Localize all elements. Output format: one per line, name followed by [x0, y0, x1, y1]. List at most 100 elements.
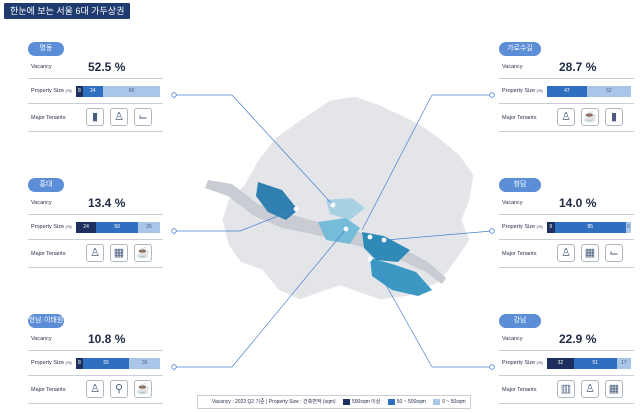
leader-dots	[171, 92, 495, 370]
dining-icon: ⚲	[110, 380, 128, 398]
vacancy-value: 22.9 %	[559, 332, 597, 346]
marker-garosu	[367, 234, 373, 240]
property-size-unit: (%)	[536, 224, 543, 229]
vacancy-label: Vacancy	[31, 200, 52, 206]
legend-separator: |	[266, 399, 268, 405]
vacancy-row: Vacancy 22.9 %	[499, 328, 634, 351]
leader-lines	[174, 94, 493, 368]
tenants-row: Major Tenants ▮ ♙ ⌙	[28, 104, 163, 132]
property-size-label: Property Size (%)	[502, 360, 543, 366]
marker-cheongdam	[381, 237, 387, 243]
leader-hongdae-2	[239, 208, 297, 232]
tenant-icons: ♙ ▦ ⌙	[557, 244, 623, 262]
vacancy-label: Vacancy	[31, 336, 52, 342]
size-segment-2: 24	[82, 86, 103, 97]
tenant-icons: ♙ ▦ ☕	[86, 244, 152, 262]
dot-garosu-end	[489, 92, 495, 98]
cosmetics-icon: ▮	[86, 108, 104, 126]
vacancy-value: 28.7 %	[559, 60, 597, 74]
store-icon: ▦	[581, 244, 599, 262]
legend-item-3: 0 ~ 50sqm	[442, 399, 466, 405]
property-size-bar: 9 85 6	[547, 222, 631, 233]
size-segment-2: 85	[554, 222, 626, 233]
tenants-label: Major Tenants	[502, 251, 537, 257]
property-size-unit: (%)	[536, 88, 543, 93]
property-size-row: Property Size (%) 8 55 36	[28, 351, 163, 376]
dress-icon: ♙	[86, 380, 104, 398]
property-size-label: Property Size (%)	[31, 88, 72, 94]
property-size-label: Property Size (%)	[31, 224, 72, 230]
tenants-label: Major Tenants	[31, 387, 66, 393]
district-name: 명동	[28, 42, 64, 56]
property-size-row: Property Size (%) 9 85 6	[499, 215, 634, 240]
tenants-label: Major Tenants	[502, 387, 537, 393]
vacancy-label: Vacancy	[502, 336, 523, 342]
district-gangnam	[370, 258, 432, 296]
dress-icon: ♙	[557, 244, 575, 262]
property-size-row: Property Size (%) 32 51 17	[499, 351, 634, 376]
vacancy-value: 52.5 %	[88, 60, 126, 74]
building-icon: ▥	[557, 380, 575, 398]
property-size-label: Property Size (%)	[502, 224, 543, 230]
dress-icon: ♙	[581, 380, 599, 398]
dot-hongdae-end	[171, 228, 177, 234]
vacancy-value: 14.0 %	[559, 196, 597, 210]
tenants-row: Major Tenants ♙ ▦ ⌙	[499, 240, 634, 268]
heel-icon: ⌙	[605, 244, 623, 262]
leader-garosu-2	[361, 94, 433, 231]
district-name: 가로수길	[499, 42, 541, 56]
size-segment-1: 24	[76, 222, 97, 233]
dress-icon: ♙	[110, 108, 128, 126]
cosmetics-icon: ▮	[605, 108, 623, 126]
size-segment-3: 52	[586, 86, 631, 97]
size-segment-2: 47	[547, 86, 587, 97]
tenants-label: Major Tenants	[31, 115, 66, 121]
property-size-bar: 47 52	[547, 86, 631, 97]
marker-itaewon	[343, 226, 349, 232]
size-segment-3: 36	[129, 358, 160, 369]
legend-size-label: Property Size : 건축면적 (sqm)	[268, 399, 336, 405]
vacancy-value: 13.4 %	[88, 196, 126, 210]
property-size-bar: 24 50 26	[76, 222, 160, 233]
store-icon: ▦	[605, 380, 623, 398]
tenant-icons: ♙ ☕ ▮	[557, 108, 623, 126]
size-segment-3: 17	[616, 358, 631, 369]
dot-cheongdam-end	[489, 228, 495, 234]
property-size-unit: (%)	[65, 360, 72, 365]
marker-hongdae	[293, 206, 299, 212]
dot-gangnam-end	[489, 364, 495, 370]
legend-swatch-2	[387, 398, 395, 405]
district-itaewon	[318, 218, 360, 244]
property-size-row: Property Size (%) 8 24 68	[28, 79, 163, 104]
property-size-bar: 32 51 17	[547, 358, 631, 369]
legend-item-1: 500sqm 이상	[351, 399, 381, 405]
district-cheongdam	[362, 232, 410, 262]
cafe-icon: ☕	[581, 108, 599, 126]
leader-itaewon-2	[231, 228, 347, 368]
vacancy-label: Vacancy	[502, 64, 523, 70]
tenants-row: Major Tenants ♙ ▦ ☕	[28, 240, 163, 268]
district-name: 홍대	[28, 178, 64, 192]
vacancy-row: Vacancy 28.7 %	[499, 56, 634, 79]
tenants-row: Major Tenants ▥ ♙ ▦	[499, 376, 634, 404]
district-myeongdong	[326, 198, 365, 220]
district-name: 한남·이태원	[28, 314, 64, 328]
cafe-icon: ☕	[134, 244, 152, 262]
store-icon: ▦	[110, 244, 128, 262]
size-segment-2: 55	[82, 358, 130, 369]
tenants-label: Major Tenants	[502, 115, 537, 121]
legend-item-2: 50 ~ 500sqm	[396, 399, 426, 405]
property-size-row: Property Size (%) 24 50 26	[28, 215, 163, 240]
vacancy-value: 10.8 %	[88, 332, 126, 346]
tenants-label: Major Tenants	[31, 251, 66, 257]
property-size-unit: (%)	[536, 360, 543, 365]
size-segment-3: 26	[138, 222, 160, 233]
size-segment-1: 32	[547, 358, 574, 369]
tenant-icons: ▮ ♙ ⌙	[86, 108, 152, 126]
district-hongdae	[256, 182, 298, 220]
dress-icon: ♙	[86, 244, 104, 262]
legend-prefix: Vacancy : 2022 Q2 기준	[212, 399, 265, 405]
vacancy-label: Vacancy	[502, 200, 523, 206]
marker-myeongdong	[330, 202, 336, 208]
